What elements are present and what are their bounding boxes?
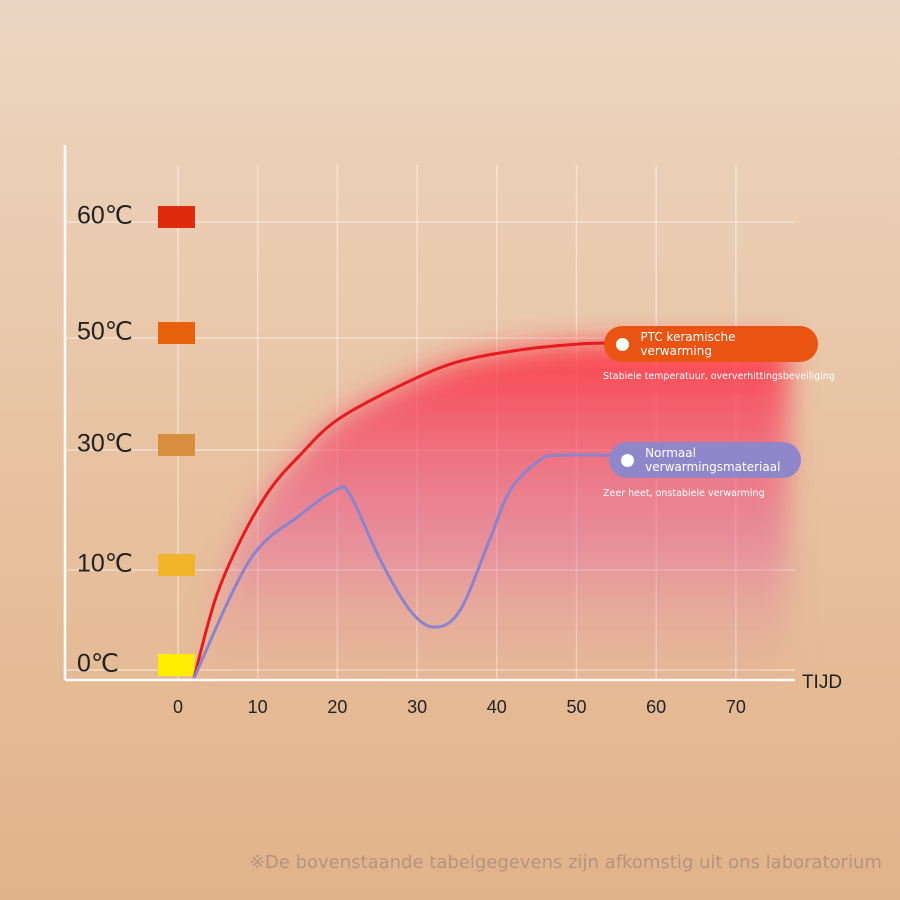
temperature-swatch — [158, 434, 195, 456]
temperature-swatch — [158, 554, 195, 576]
x-tick-label: 30 — [407, 697, 427, 717]
legend-pill: PTC keramische verwarming — [604, 326, 819, 362]
x-tick-label: 60 — [646, 697, 666, 717]
temperature-swatch — [158, 654, 195, 676]
x-tick-label: 10 — [248, 697, 268, 717]
heat-area — [193, 343, 789, 680]
x-axis-title: TIJD — [802, 672, 842, 693]
y-tick-label: 10℃ — [77, 550, 133, 578]
x-tick-label: 40 — [487, 697, 507, 717]
footnote: ※De bovenstaande tabelgegevens zijn afko… — [249, 852, 882, 873]
y-tick-label: 0℃ — [77, 650, 119, 678]
series-line — [192, 341, 609, 679]
series-line — [192, 453, 614, 679]
x-tick-label: 70 — [726, 697, 746, 717]
x-tick-label: 0 — [173, 697, 183, 717]
temperature-swatch — [158, 206, 195, 228]
legend-note: Zeer heet, onstabiele verwarming — [603, 488, 765, 499]
y-tick-label: 60℃ — [77, 202, 133, 230]
y-tick-label: 30℃ — [77, 430, 133, 458]
legend-pill: Normaal verwarmingsmateriaal — [609, 442, 802, 478]
x-tick-label: 50 — [566, 697, 586, 717]
y-tick-label: 50℃ — [77, 318, 133, 346]
legend-note: Stabiele temperatuur, oververhittingsbev… — [603, 371, 835, 382]
x-tick-label: 20 — [327, 697, 347, 717]
temperature-swatch — [158, 322, 195, 344]
